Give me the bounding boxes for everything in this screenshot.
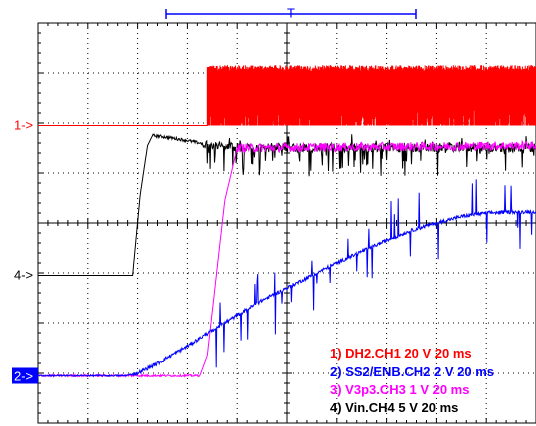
- legend-ch4: 4) Vin.CH4 5 V 20 ms: [330, 400, 458, 415]
- ch4-ground-marker: 4->: [14, 268, 33, 283]
- legend-ch3: 3) V3p3.CH3 1 V 20 ms: [330, 382, 469, 397]
- trace-ch1: [38, 65, 536, 126]
- ch1-ground-marker: 1->: [14, 118, 33, 133]
- trace-ch4: [38, 133, 536, 276]
- trigger-indicator: T: [165, 6, 417, 21]
- channel-markers: 1-> 4-> 2->: [12, 118, 38, 384]
- ch2-ground-marker: 2->: [14, 369, 33, 384]
- trace-ch2: [37, 179, 536, 378]
- legend-ch2: 2) SS2/ENB.CH2 2 V 20 ms: [330, 364, 494, 379]
- channel-legend: 1) DH2.CH1 20 V 20 ms 2) SS2/ENB.CH2 2 V…: [330, 346, 494, 415]
- trace-ch3: [37, 139, 536, 378]
- trace-layer: [37, 65, 536, 378]
- trigger-label: T: [287, 6, 295, 21]
- ch2-ground-marker-background: [12, 367, 38, 384]
- legend-ch1: 1) DH2.CH1 20 V 20 ms: [330, 346, 472, 361]
